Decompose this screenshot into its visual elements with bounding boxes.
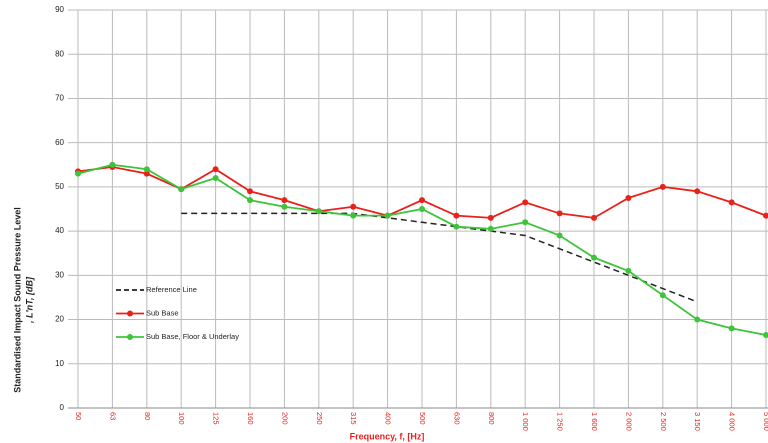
data-point bbox=[522, 219, 529, 226]
data-point bbox=[625, 267, 632, 274]
x-tick-label: 160 bbox=[246, 412, 255, 425]
x-tick-label: 2 000 bbox=[624, 412, 633, 431]
data-point bbox=[453, 212, 460, 219]
y-axis-label: , L'nT, [dB] bbox=[24, 276, 34, 324]
y-tick-label: 40 bbox=[55, 226, 64, 235]
legend-label: Sub Base, Floor & Underlay bbox=[146, 332, 239, 341]
x-tick-label: 5 000 bbox=[762, 412, 768, 431]
data-point bbox=[453, 223, 460, 230]
data-point bbox=[556, 232, 563, 239]
data-point bbox=[350, 203, 357, 210]
data-point bbox=[591, 214, 597, 221]
x-axis-label: Frequency, f, [Hz] bbox=[350, 431, 425, 441]
data-point bbox=[315, 208, 322, 215]
data-point bbox=[281, 203, 288, 210]
data-point bbox=[350, 212, 357, 219]
y-tick-label: 50 bbox=[55, 182, 64, 191]
x-tick-label: 500 bbox=[418, 412, 427, 425]
x-tick-label: 50 bbox=[74, 412, 83, 420]
data-point bbox=[694, 316, 701, 323]
x-tick-label: 100 bbox=[177, 412, 186, 425]
data-point bbox=[143, 170, 150, 177]
y-tick-label: 80 bbox=[55, 49, 64, 58]
data-point bbox=[212, 175, 219, 182]
x-tick-label: 800 bbox=[487, 412, 496, 425]
y-tick-label: 60 bbox=[55, 138, 64, 147]
data-point bbox=[75, 170, 81, 177]
x-tick-label: 2 500 bbox=[659, 412, 668, 431]
y-tick-label: 10 bbox=[55, 359, 64, 368]
y-tick-label: 20 bbox=[55, 315, 64, 324]
x-tick-label: 1 600 bbox=[590, 412, 599, 431]
x-tick-label: 4 000 bbox=[728, 412, 737, 431]
data-point bbox=[625, 194, 632, 201]
data-point bbox=[247, 197, 253, 204]
data-point bbox=[247, 188, 253, 195]
y-tick-label: 0 bbox=[60, 403, 65, 412]
legend-marker bbox=[127, 334, 133, 340]
y-tick-label: 90 bbox=[55, 5, 64, 14]
data-point bbox=[143, 166, 150, 173]
data-point bbox=[556, 210, 563, 217]
legend-label: Sub Base bbox=[146, 308, 179, 317]
x-tick-label: 3 150 bbox=[693, 412, 702, 431]
data-point bbox=[522, 199, 529, 206]
data-point bbox=[178, 186, 185, 193]
x-tick-label: 125 bbox=[212, 412, 221, 425]
data-point bbox=[728, 325, 735, 332]
y-axis-label: Standardised Impact Sound Pressure Level bbox=[12, 207, 22, 393]
data-point bbox=[212, 166, 219, 173]
data-point bbox=[487, 214, 494, 221]
legend-label: Reference Line bbox=[146, 285, 197, 294]
data-point bbox=[659, 183, 666, 190]
y-tick-label: 30 bbox=[55, 270, 64, 279]
data-point bbox=[763, 332, 768, 339]
x-tick-label: 1 000 bbox=[521, 412, 530, 431]
data-point bbox=[281, 197, 288, 204]
data-point bbox=[591, 254, 597, 261]
data-point bbox=[419, 197, 425, 204]
data-point bbox=[728, 199, 735, 206]
x-tick-label: 250 bbox=[315, 412, 324, 425]
x-tick-label: 630 bbox=[452, 412, 461, 425]
data-point bbox=[419, 206, 425, 212]
x-tick-label: 80 bbox=[143, 412, 152, 420]
data-point bbox=[384, 212, 391, 219]
x-tick-label: 1 250 bbox=[556, 412, 565, 431]
legend-marker bbox=[127, 310, 133, 317]
y-tick-label: 70 bbox=[55, 94, 64, 103]
x-tick-label: 315 bbox=[349, 412, 358, 425]
data-point bbox=[659, 292, 666, 299]
x-tick-label: 200 bbox=[280, 412, 289, 425]
series-line bbox=[181, 212, 698, 303]
data-point bbox=[487, 225, 494, 232]
data-point bbox=[763, 212, 768, 219]
x-tick-label: 400 bbox=[384, 412, 393, 425]
data-point bbox=[694, 188, 701, 195]
x-tick-label: 63 bbox=[108, 412, 117, 420]
data-point bbox=[109, 161, 116, 168]
